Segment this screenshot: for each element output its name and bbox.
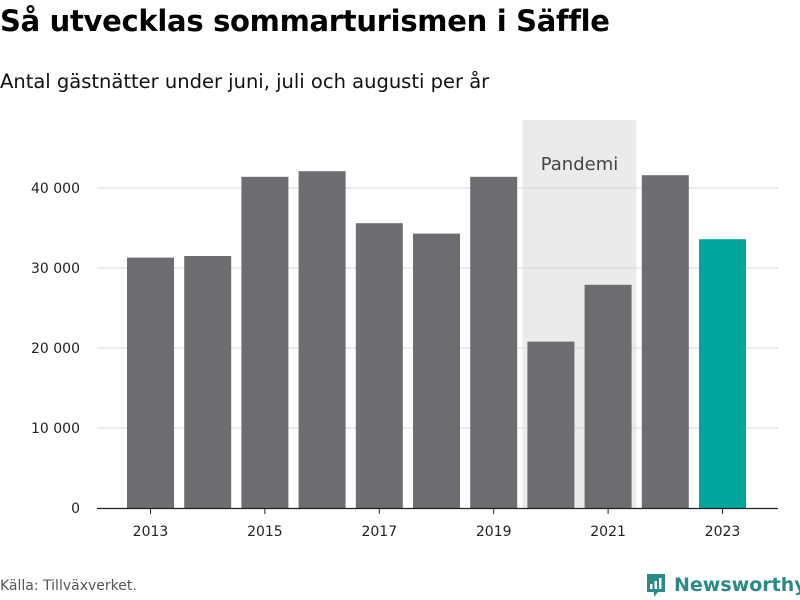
bar-2022 [641,175,689,508]
x-tick-label: 2017 [361,524,397,540]
bar-2021 [584,284,632,508]
source-note: Källa: Tillväxverket. [0,578,137,594]
y-tick-label: 30 000 [31,261,80,277]
chart-subtitle: Antal gästnätter under juni, juli och au… [0,70,490,93]
bar-2018 [413,233,460,508]
y-tick-label: 40 000 [31,181,80,197]
bar-2014 [184,256,232,508]
pandemic-label: Pandemi [541,154,619,175]
x-tick-label: 2013 [133,524,169,540]
brand-logo: Newsworthy [645,570,800,600]
x-tick-label: 2023 [705,524,741,540]
y-tick-label: 20 000 [31,341,80,357]
bar-2017 [355,223,403,508]
x-tick-label: 2015 [247,524,283,540]
bar-2013 [127,257,174,508]
y-tick-label: 0 [71,501,80,517]
bar-2019 [470,176,518,509]
bar-2016 [298,171,346,508]
bar-2015 [241,176,289,509]
x-tick-label: 2019 [476,524,512,540]
y-tick-label: 10 000 [31,421,80,437]
newsworthy-logo-icon [647,574,665,597]
chart-title: Så utvecklas sommarturismen i Säffle [0,4,610,38]
brand-name: Newsworthy [674,574,800,596]
bar-2020 [527,341,575,508]
bar-2023 [699,239,746,508]
x-tick-label: 2021 [590,524,626,540]
